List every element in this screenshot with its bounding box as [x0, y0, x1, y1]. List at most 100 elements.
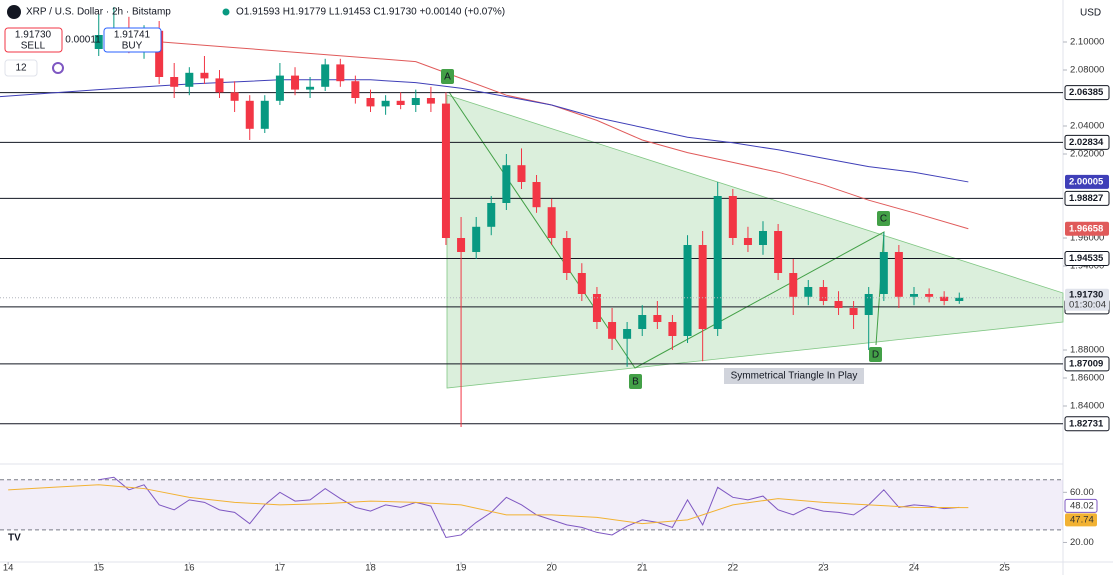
sync-icon[interactable]: [52, 62, 64, 74]
point-label: C: [880, 214, 887, 225]
indicators-toggle[interactable]: [4, 59, 38, 77]
buy-price: 1.91741: [114, 30, 151, 41]
candle-body: [577, 273, 586, 294]
candle-body: [321, 64, 330, 87]
point-label: D: [872, 350, 879, 361]
level-label-box: [1064, 134, 1110, 150]
y-tick-label: 1.94000: [1070, 261, 1104, 272]
level-label: 1.98827: [1069, 193, 1103, 204]
y-tick-label: 1.96000: [1070, 233, 1104, 244]
candle-body: [441, 103, 450, 238]
price-marker-box: [1065, 288, 1109, 311]
ma-label-box: [1065, 221, 1109, 236]
y-tick-label: 1.86000: [1070, 373, 1104, 384]
candle-body: [155, 30, 164, 77]
candle-body: [834, 301, 843, 308]
candle-body: [396, 100, 405, 105]
level-label: 1.82731: [1069, 418, 1104, 429]
level-label: 1.87009: [1069, 358, 1103, 369]
sell-button[interactable]: [4, 27, 63, 53]
tv-logo: TV: [8, 533, 21, 544]
level-label-box: [1064, 356, 1110, 372]
candle-body: [306, 86, 315, 90]
x-tick-label: 15: [93, 563, 104, 574]
rsi-tick-label: 60.00: [1070, 487, 1094, 498]
market-status: [222, 8, 230, 16]
candle-body: [713, 196, 722, 329]
label-box: [629, 374, 642, 389]
level-label: 2.06385: [1069, 87, 1104, 98]
y-tick-label: 2.08000: [1070, 65, 1104, 76]
candle-body: [275, 75, 284, 101]
candle-body: [608, 322, 617, 339]
point-label: A: [444, 72, 451, 83]
candle-body: [562, 238, 571, 273]
candle-body: [909, 294, 918, 297]
candle-body: [517, 165, 526, 182]
candle-body: [743, 238, 752, 245]
rsi-value-box: [1064, 498, 1098, 513]
symbol-title: XRP / U.S. Dollar · 2h · Bitstamp: [26, 7, 171, 18]
level-label: 1.94535: [1069, 253, 1104, 264]
y-tick-label: 2.04000: [1070, 121, 1104, 132]
rsi-ma-value-label: 47.74: [1070, 514, 1094, 525]
label-box: [441, 69, 454, 84]
price-marker-label: 1.91730: [1069, 289, 1103, 300]
candle-body: [653, 315, 662, 322]
candle-body: [819, 287, 828, 301]
candle-body: [472, 226, 481, 252]
candle-body: [336, 64, 345, 82]
level-label: 2.02834: [1069, 137, 1104, 148]
candle-body: [623, 329, 632, 339]
pattern-label: Symmetrical Triangle In Play: [731, 371, 858, 382]
x-tick-label: 22: [728, 563, 739, 574]
candle-body: [230, 92, 239, 101]
candle-body: [215, 78, 224, 93]
price-countdown: 01:30:04: [1069, 299, 1106, 310]
candle-body: [894, 252, 903, 297]
buy-label: BUY: [122, 41, 143, 52]
buy-button[interactable]: [103, 27, 162, 53]
x-tick-label: 16: [184, 563, 195, 574]
level-label-box: [1064, 85, 1110, 101]
candle-body: [789, 273, 798, 297]
candle-body: [366, 98, 375, 107]
candle-body: [683, 245, 692, 336]
candle-body: [698, 245, 707, 329]
candle-body: [411, 98, 420, 105]
symbol-icon: [7, 5, 21, 19]
candle-body: [245, 100, 254, 129]
moving-average: [0, 79, 969, 183]
x-tick-label: 25: [999, 563, 1010, 574]
candle-body: [925, 294, 934, 297]
indicator-count: 12: [15, 63, 27, 74]
rsi-ma-value-box: [1065, 513, 1097, 527]
sell-price: 1.91730: [15, 30, 52, 41]
candle-body: [351, 81, 360, 98]
candle-body: [774, 231, 783, 273]
candle-body: [487, 203, 496, 227]
candle-body: [457, 238, 466, 252]
x-tick-label: 19: [456, 563, 467, 574]
label-box: [869, 347, 882, 362]
candle-body: [592, 294, 601, 322]
candle-body: [804, 287, 813, 297]
level-label-box: [1064, 251, 1110, 267]
x-tick-label: 23: [818, 563, 829, 574]
candle-body: [291, 75, 300, 90]
ma-label: 2.00005: [1069, 176, 1104, 187]
point-label: B: [632, 377, 639, 388]
ma-label-box: [1065, 174, 1109, 189]
level-label-box: [1064, 416, 1110, 432]
currency: USD: [1080, 8, 1101, 19]
candle-body: [547, 207, 556, 238]
candle-body: [94, 35, 103, 49]
candle-body: [758, 231, 767, 245]
candle-body: [502, 165, 511, 203]
rsi-band-fill: [0, 479, 1063, 530]
y-tick-label: 1.84000: [1070, 401, 1104, 412]
triangle-area: [446, 94, 1064, 389]
candle-body: [426, 98, 435, 104]
